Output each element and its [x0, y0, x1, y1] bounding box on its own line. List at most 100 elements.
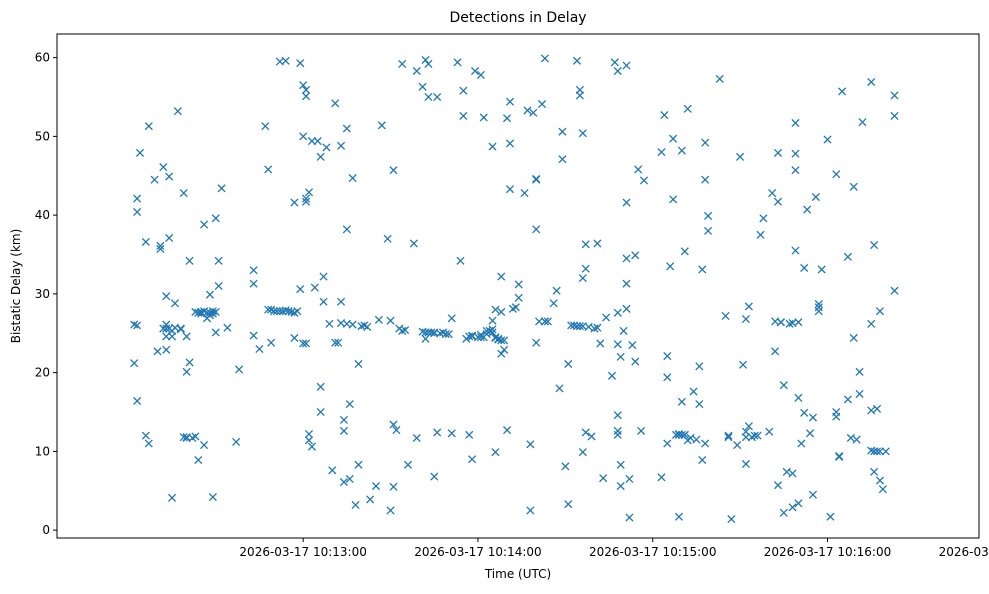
data-point [733, 441, 742, 450]
data-point [200, 441, 209, 450]
data-point [168, 332, 177, 341]
x-axis: 2026-03-17 10:13:00 2026-03-17 10:14:00 20… [239, 538, 989, 559]
data-point [881, 447, 890, 456]
data-point [135, 148, 145, 157]
data-point [639, 176, 649, 185]
data-point [838, 87, 847, 96]
data-point [558, 155, 567, 164]
data-point [179, 433, 188, 442]
data-point [803, 205, 812, 214]
data-point [756, 230, 765, 239]
data-point [581, 240, 590, 249]
data-point [255, 344, 264, 354]
data-point [800, 263, 809, 272]
data-point [398, 326, 407, 335]
data-point [208, 307, 217, 316]
data-point [488, 325, 497, 334]
data-point [141, 237, 150, 246]
data-point [412, 433, 421, 443]
data-point [144, 122, 153, 131]
data-point [500, 345, 509, 354]
data-point [456, 256, 465, 265]
data-point [532, 225, 541, 234]
data-point [302, 85, 311, 94]
data-point [281, 306, 290, 315]
data-point [497, 349, 506, 358]
data-point [677, 397, 686, 406]
data-point [296, 59, 305, 68]
data-point [680, 247, 689, 256]
data-point [176, 325, 185, 334]
data-point [211, 214, 220, 223]
data-point [701, 175, 710, 184]
data-point [771, 347, 780, 356]
data-point [564, 359, 573, 369]
data-point [744, 302, 753, 311]
data-point [890, 111, 899, 120]
data-point [622, 61, 631, 70]
data-point [412, 66, 421, 76]
data-point [832, 407, 841, 417]
data-point [832, 170, 841, 179]
data-point [182, 367, 191, 376]
data-point [870, 447, 879, 456]
data-point [261, 122, 270, 131]
data-point [532, 338, 541, 347]
data-point [532, 175, 541, 184]
data-point [374, 315, 383, 324]
data-point [342, 225, 351, 234]
data-point [505, 139, 515, 148]
data-point [674, 430, 684, 439]
data-point [159, 324, 168, 333]
data-point [843, 395, 852, 404]
data-point [669, 195, 678, 204]
data-point [334, 338, 343, 347]
data-point [165, 233, 174, 243]
data-point [162, 345, 171, 354]
data-point [299, 339, 308, 348]
data-point [872, 447, 882, 456]
data-point [249, 279, 258, 288]
data-point [776, 318, 785, 327]
data-point [794, 499, 803, 508]
data-point [698, 455, 707, 465]
data-point [182, 332, 191, 341]
data-point [421, 334, 430, 343]
data-point [165, 172, 174, 181]
data-point [622, 304, 631, 313]
data-point [581, 264, 590, 273]
data-point [738, 360, 748, 369]
data-point [339, 426, 349, 435]
data-point [581, 428, 590, 437]
data-point [479, 113, 488, 122]
data-point [386, 506, 395, 515]
data-point [194, 455, 203, 465]
data-point [870, 467, 879, 476]
data-point [578, 274, 587, 283]
data-point [814, 307, 823, 316]
data-point [433, 92, 442, 102]
data-point [325, 319, 334, 328]
data-point [663, 439, 672, 448]
data-point [785, 319, 794, 328]
data-point [421, 328, 430, 337]
data-point [805, 429, 815, 438]
data-point [797, 439, 806, 448]
data-point [403, 460, 413, 469]
data-point [578, 129, 587, 138]
data-point [194, 308, 203, 317]
data-point [768, 189, 777, 198]
y-tick-label: 30 [35, 287, 50, 301]
data-point [316, 407, 325, 417]
data-point [491, 305, 500, 314]
data-point [686, 433, 695, 443]
data-point [342, 124, 351, 133]
data-point [794, 393, 803, 402]
data-point [674, 512, 684, 521]
data-point [575, 322, 584, 331]
data-point [535, 317, 544, 326]
data-point [773, 148, 783, 157]
data-point [497, 336, 506, 345]
data-point [141, 431, 150, 440]
